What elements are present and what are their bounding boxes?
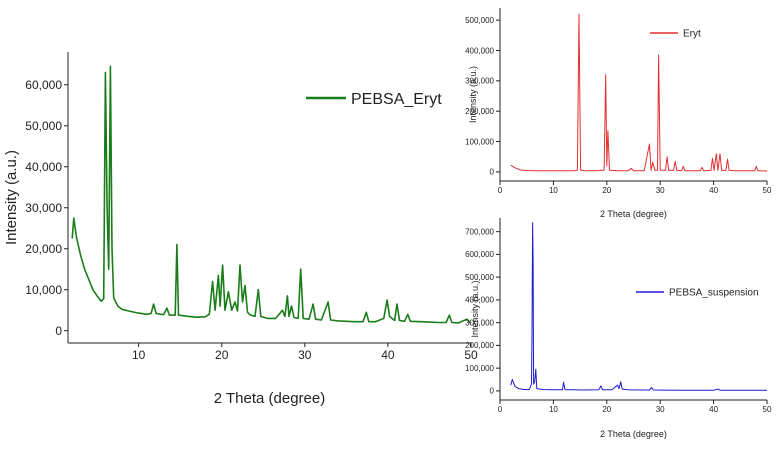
suspension-chart: 0 10 20 30 40 50 0 100,000 200,000 300,000 400,000…: [465, 218, 772, 439]
eryt-y-tick-label: 400,000: [465, 46, 494, 55]
eryt-y-tick-label: 200,000: [465, 107, 494, 116]
eryt-x-tick-label: 50: [763, 186, 772, 195]
suspension-y-tick-label: 400,000: [465, 296, 494, 305]
suspension-y-tick-label: 0: [490, 387, 495, 396]
main-y-tick-label: 50,000: [25, 119, 62, 133]
main-y-tick-label: 20,000: [25, 242, 62, 256]
eryt-x-tick-label: 10: [549, 186, 558, 195]
suspension-x-tick-label: 30: [656, 405, 665, 414]
main-x-axis-label: 2 Theta (degree): [214, 390, 325, 407]
eryt-series-line: [510, 13, 768, 172]
eryt-x-tick-label: 40: [709, 186, 718, 195]
main-y-tick-label: 30,000: [25, 201, 62, 215]
suspension-x-tick-label: 10: [549, 405, 558, 414]
suspension-y-tick-label: 100,000: [465, 364, 494, 373]
main-y-tick-label: 40,000: [25, 160, 62, 174]
main-x-tick-label: 20: [215, 348, 229, 362]
suspension-y-tick-label: 600,000: [465, 250, 494, 259]
suspension-y-tick-label: 500,000: [465, 273, 494, 282]
suspension-x-tick-label: 20: [602, 405, 611, 414]
eryt-chart: 0 10 20 30 40 50 0 100,000 200,000 300,000 400,000…: [465, 8, 772, 219]
main-y-tick-label: 0: [55, 324, 62, 338]
eryt-x-tick-label: 0: [498, 186, 503, 195]
suspension-x-tick-label: 50: [763, 405, 772, 414]
suspension-x-axis-label: 2 Theta (degree): [600, 429, 667, 439]
suspension-y-tick-label: 700,000: [465, 227, 494, 236]
suspension-y-axis-label: Intensity (a.u.): [470, 280, 480, 337]
suspension-legend: PEBSA_suspension: [636, 288, 759, 299]
main-x-tick-label: 10: [132, 348, 146, 362]
main-x-tick-label: 30: [298, 348, 312, 362]
suspension-y-tick-label: 200,000: [465, 341, 494, 350]
eryt-x-tick-label: 30: [656, 186, 665, 195]
eryt-y-tick-label: 500,000: [465, 16, 494, 25]
eryt-y-tick-label: 100,000: [465, 137, 494, 146]
main-y-axis-label: Intensity (a.u.): [3, 150, 20, 245]
main-y-tick-label: 10,000: [25, 283, 62, 297]
eryt-y-tick-label: 300,000: [465, 77, 494, 86]
eryt-legend-label: Eryt: [683, 29, 701, 40]
main-chart: 10 20 30 40 50 0 10,000 20,000 30,000 40,000 50,00…: [3, 52, 478, 407]
suspension-x-tick-label: 0: [498, 405, 503, 414]
eryt-legend: Eryt: [650, 29, 701, 40]
suspension-legend-label: PEBSA_suspension: [669, 288, 759, 299]
suspension-series-line: [510, 222, 767, 391]
main-y-tick-label: 60,000: [25, 78, 62, 92]
eryt-y-tick-label: 0: [490, 168, 495, 177]
eryt-x-tick-label: 20: [602, 186, 611, 195]
eryt-x-axis-label: 2 Theta (degree): [600, 209, 667, 219]
suspension-y-tick-label: 300,000: [465, 318, 494, 327]
main-x-tick-label: 50: [464, 348, 478, 362]
main-series-line: [71, 65, 472, 324]
eryt-y-axis-label: Intensity (a.u.): [468, 66, 478, 123]
suspension-x-tick-label: 40: [709, 405, 718, 414]
main-legend-label: PEBSA_Eryt: [351, 91, 442, 108]
main-legend: PEBSA_Eryt: [306, 91, 442, 108]
main-x-tick-label: 40: [381, 348, 395, 362]
